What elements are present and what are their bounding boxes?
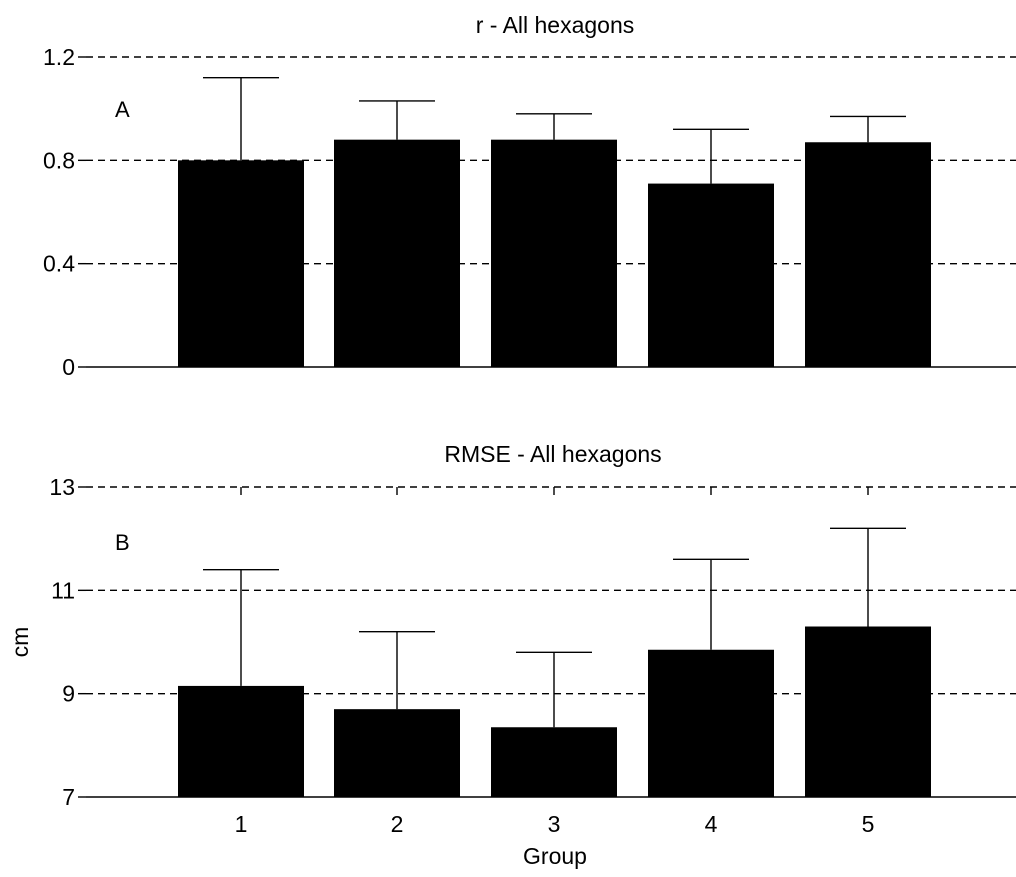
x-tick-label: 4 [705, 811, 718, 837]
x-axis-label: Group [523, 843, 587, 869]
bar [648, 183, 774, 367]
bar [178, 685, 304, 797]
y-axis-label: cm [7, 627, 33, 658]
panel-b-error-bars [203, 527, 906, 728]
panel-b-title: RMSE - All hexagons [444, 441, 661, 467]
y-tick-label: 9 [62, 681, 75, 707]
panel-b-bars [178, 626, 931, 797]
panel-a-y-ticks: 0 0.4 0.8 1.2 [43, 44, 86, 380]
bar [334, 139, 460, 367]
x-tick-label: 3 [548, 811, 561, 837]
y-tick-label: 0.4 [43, 251, 75, 277]
x-tick-label: 1 [235, 811, 248, 837]
y-tick-label: 11 [51, 577, 75, 603]
panel-a-label: A [115, 97, 130, 122]
panel-a-x-ticks [240, 359, 869, 367]
bar [805, 142, 931, 367]
panel-a: r - All hexagons A 0 0.4 0.8 1.2 [43, 12, 1016, 380]
panel-a-error-bars [203, 76, 906, 184]
bar [491, 139, 617, 367]
y-tick-label: 0.8 [43, 147, 75, 173]
panel-a-bars [178, 139, 931, 367]
y-tick-label: 0 [62, 354, 75, 380]
panel-b: RMSE - All hexagons B 7 9 11 13 1 2 3 4 5 Group… [7, 441, 1016, 869]
panel-b-x-ticks: 1 2 3 4 5 [235, 487, 875, 837]
y-tick-label: 13 [49, 474, 75, 500]
bar [491, 727, 617, 797]
bar [805, 626, 931, 797]
bar [648, 649, 774, 797]
y-tick-label: 7 [62, 784, 75, 810]
x-tick-label: 5 [862, 811, 875, 837]
panel-b-y-ticks: 7 9 11 13 [49, 474, 86, 810]
panel-b-label: B [115, 530, 130, 555]
panel-a-title: r - All hexagons [476, 12, 635, 38]
y-tick-label: 1.2 [43, 44, 75, 70]
x-tick-label: 2 [391, 811, 404, 837]
bar [178, 160, 304, 367]
bar [334, 709, 460, 797]
